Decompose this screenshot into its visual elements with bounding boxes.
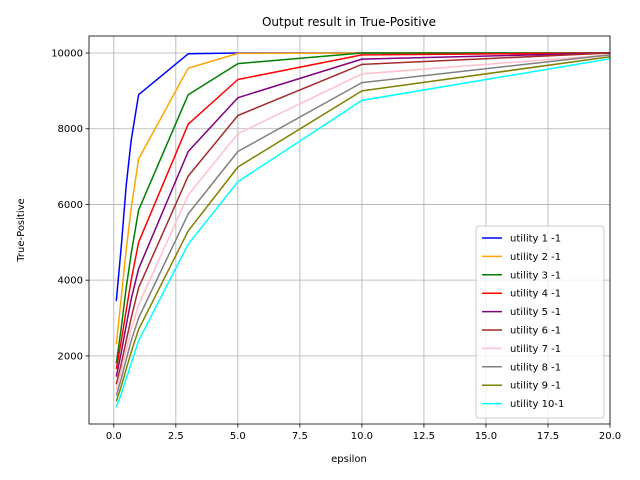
legend-label-9: utility 9 -1 <box>510 381 561 392</box>
legend-label-5: utility 5 -1 <box>510 307 561 318</box>
x-tick-label: 12.5 <box>413 431 435 442</box>
y-tick-label: 6000 <box>58 200 83 211</box>
series-line-4 <box>115 52 610 370</box>
y-axis-label: True-Positive <box>16 198 27 262</box>
y-tick-label: 8000 <box>58 124 83 135</box>
axes: 0.0 2.5 5.0 7.5 10.0 12.5 15.0 17.5 20.0 2000 4000… <box>51 35 621 442</box>
x-tick-label: 15.0 <box>475 431 497 442</box>
x-tick-label: 0.0 <box>106 431 122 442</box>
series-lines <box>115 52 610 408</box>
series-line-6 <box>115 52 610 385</box>
legend-label-4: utility 4 -1 <box>510 289 561 300</box>
series-line-2 <box>115 52 610 345</box>
x-tick-label: 10.0 <box>351 431 373 442</box>
x-tick-label: 20.0 <box>599 431 621 442</box>
x-tick-label: 17.5 <box>537 431 559 442</box>
series-line-9 <box>115 56 610 402</box>
legend: utility 1 -1 utility 2 -1 utility 3 -1 util… <box>475 225 605 419</box>
legend-label-10: utility 10-1 <box>510 399 564 410</box>
legend-label-2: utility 2 -1 <box>510 252 561 263</box>
y-tick-label: 10000 <box>51 49 83 60</box>
series-line-10 <box>115 57 610 408</box>
series-line-8 <box>115 54 610 396</box>
x-tick-label: 2.5 <box>168 431 184 442</box>
legend-label-8: utility 8 -1 <box>510 362 561 373</box>
legend-box <box>475 225 605 419</box>
chart-title: Output result in True-Positive <box>262 15 436 29</box>
legend-label-3: utility 3 -1 <box>510 270 561 281</box>
plot-frame <box>88 35 611 425</box>
series-line-5 <box>115 52 610 377</box>
series-line-7 <box>115 54 610 391</box>
y-tick-label: 4000 <box>58 276 83 287</box>
series-line-3 <box>115 52 610 364</box>
legend-label-7: utility 7 -1 <box>510 344 561 355</box>
x-axis-label: epsilon <box>331 454 367 465</box>
x-tick-label: 7.5 <box>292 431 308 442</box>
y-tick-label: 2000 <box>58 351 83 362</box>
x-tick-label: 5.0 <box>230 431 246 442</box>
legend-label-1: utility 1 -1 <box>510 234 561 245</box>
legend-label-6: utility 6 -1 <box>510 326 561 337</box>
